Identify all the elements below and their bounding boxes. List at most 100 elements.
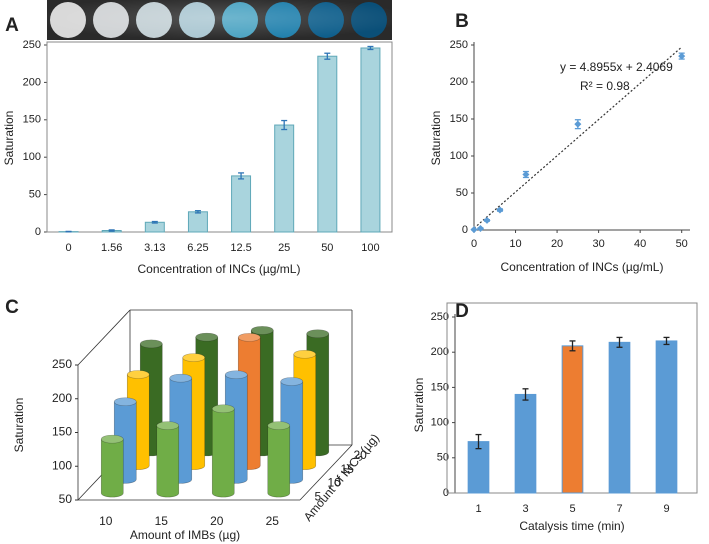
y-tick-label: 100 xyxy=(52,458,72,472)
y-tick-label: 100 xyxy=(431,417,449,429)
cylinder-top xyxy=(250,326,274,335)
cylinder-top-shade xyxy=(156,421,179,430)
bar xyxy=(231,175,252,233)
x-tick-label: 20 xyxy=(210,514,224,528)
y-axis-label: Saturation xyxy=(12,398,26,453)
y-tick-label: 200 xyxy=(431,346,449,358)
cylinder xyxy=(100,438,124,498)
y-tick-label: 150 xyxy=(52,425,72,439)
cylinder-top-shade xyxy=(140,339,163,348)
cylinder-top-shade xyxy=(293,350,316,359)
x-tick-label: 3.13 xyxy=(144,242,165,254)
depth-tick-label: 10 xyxy=(328,476,342,490)
cylinder-top-shade xyxy=(114,397,137,406)
x-axis-label: Concentration of INCs (µg/mL) xyxy=(501,260,664,274)
x-tick-label: 15 xyxy=(155,514,169,528)
bar xyxy=(317,55,338,233)
cylinder xyxy=(211,408,235,498)
point xyxy=(476,224,485,233)
y-tick-label: 150 xyxy=(23,114,41,126)
x-tick-label: 1.56 xyxy=(101,242,122,254)
x-tick-label: 6.25 xyxy=(187,242,208,254)
cylinder-top-shade xyxy=(212,404,235,413)
point xyxy=(496,206,504,214)
cylinder-top-shade xyxy=(238,333,261,342)
point xyxy=(574,120,582,128)
x-tick-label: 9 xyxy=(663,503,669,515)
y-tick-label: 250 xyxy=(23,39,41,51)
y-axis-label: Saturation xyxy=(429,111,443,166)
x-axis-label: Amount of IMBs (µg) xyxy=(130,528,240,542)
photo-sheen xyxy=(47,0,392,40)
x-tick-label: 50 xyxy=(321,242,333,254)
y-tick-label: 100 xyxy=(23,151,41,163)
bar xyxy=(467,441,490,494)
panel-label: D xyxy=(455,301,469,322)
x-tick-label: 20 xyxy=(551,238,563,250)
cylinder-top xyxy=(211,404,235,414)
cylinder-top-shade xyxy=(101,435,124,444)
y-tick-label: 200 xyxy=(450,76,468,88)
x-tick-label: 5 xyxy=(569,503,575,515)
x-tick-label: 7 xyxy=(616,503,622,515)
y-tick-label: 0 xyxy=(462,224,468,236)
cylinder-top xyxy=(293,349,317,359)
cylinder-top xyxy=(224,370,248,380)
x-tick-label: 1 xyxy=(475,503,481,515)
cylinder-top xyxy=(182,353,206,362)
y-tick-label: 50 xyxy=(59,492,73,506)
cylinder-top-shade xyxy=(280,377,303,386)
x-axis-label: Concentration of INCs (µg/mL) xyxy=(138,262,301,276)
y-tick-label: 250 xyxy=(52,357,72,371)
y-tick-label: 0 xyxy=(443,487,449,499)
cylinder-top xyxy=(237,333,261,342)
x-tick-label: 100 xyxy=(361,242,379,254)
cylinder-top-shade xyxy=(195,333,218,342)
cylinder-top-shade xyxy=(182,353,205,362)
depth-tick-label: 5 xyxy=(315,489,322,503)
point xyxy=(678,52,686,60)
cylinder-top xyxy=(113,397,137,407)
y-tick-label: 250 xyxy=(431,311,449,323)
x-tick-label: 25 xyxy=(266,514,280,528)
x-tick-label: 10 xyxy=(509,238,521,250)
cylinder-top xyxy=(267,421,291,430)
x-tick-label: 40 xyxy=(634,238,646,250)
y-tick-label: 200 xyxy=(23,76,41,88)
cylinder-top xyxy=(280,377,304,386)
x-tick-label: 50 xyxy=(676,238,688,250)
bar xyxy=(144,221,165,233)
bar xyxy=(655,340,678,494)
y-tick-label: 100 xyxy=(450,150,468,162)
cylinder xyxy=(267,425,291,498)
x-axis-label: Catalysis time (min) xyxy=(519,519,624,533)
plot-frame xyxy=(46,41,393,233)
y-tick-label: 50 xyxy=(29,189,41,201)
panel-label: C xyxy=(5,297,19,318)
frame-line xyxy=(77,309,131,366)
cylinder-top-shade xyxy=(251,326,274,335)
cylinder-top xyxy=(100,434,124,444)
annotation: R² = 0.98 xyxy=(580,79,630,93)
cylinder-top xyxy=(169,373,193,383)
cylinder-top xyxy=(126,370,150,379)
x-tick-label: 0 xyxy=(471,238,477,250)
x-tick-label: 10 xyxy=(99,514,113,528)
well-photo xyxy=(47,0,392,40)
cylinder xyxy=(156,425,180,498)
x-tick-label: 25 xyxy=(278,242,290,254)
x-tick-label: 30 xyxy=(592,238,604,250)
y-tick-label: 150 xyxy=(431,381,449,393)
bar xyxy=(274,124,295,233)
cylinder-top xyxy=(306,329,330,339)
cylinder-top-shade xyxy=(306,329,329,338)
y-tick-label: 150 xyxy=(450,113,468,125)
y-tick-label: 200 xyxy=(52,391,72,405)
cylinder-top-shade xyxy=(225,370,248,379)
bar xyxy=(608,341,631,494)
y-axis-label: Saturation xyxy=(412,378,426,433)
frame-line xyxy=(299,444,353,501)
x-tick-label: 12.5 xyxy=(230,242,251,254)
x-tick-label: 3 xyxy=(522,503,528,515)
y-tick-label: 50 xyxy=(437,452,449,464)
